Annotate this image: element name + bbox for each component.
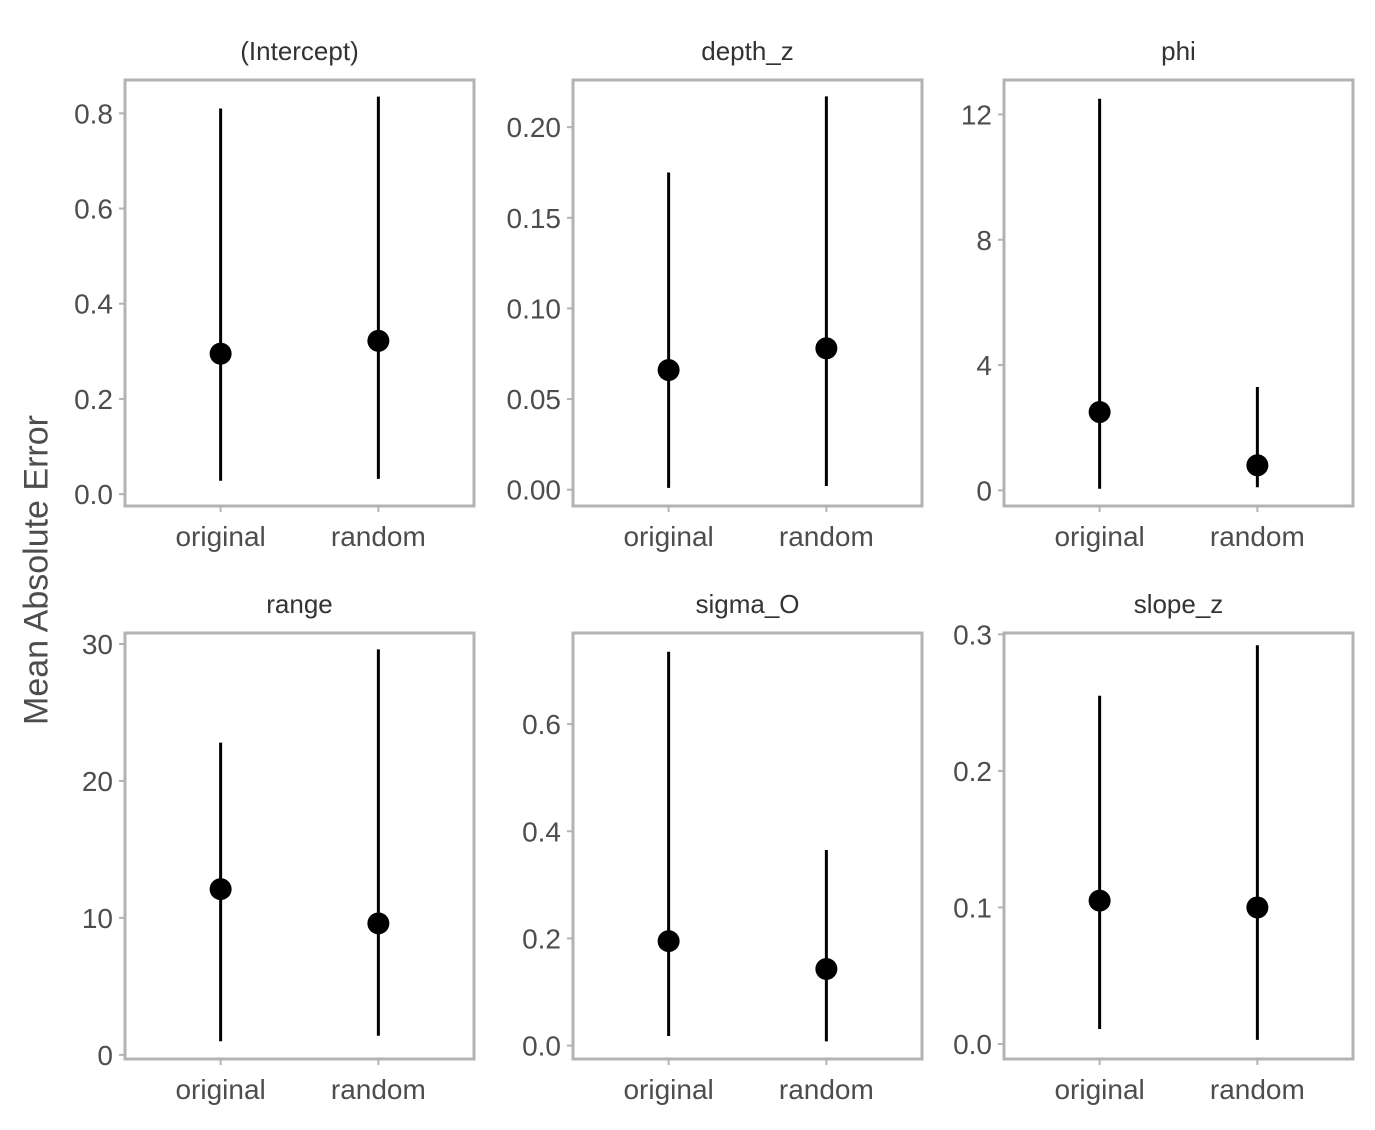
y-tick-label: 0.4 [522, 816, 561, 847]
data-point [1246, 454, 1269, 477]
y-tick-label: 0.1 [953, 892, 992, 923]
x-tick-label: original [1054, 521, 1144, 552]
data-point [1088, 889, 1111, 912]
panel-border [1002, 78, 1355, 508]
y-tick-label: 10 [82, 903, 113, 934]
y-tick-label: 0.6 [522, 709, 561, 740]
y-tick-label: 30 [82, 629, 113, 660]
y-tick-label: 0.2 [953, 756, 992, 787]
panel-title: range [266, 589, 333, 619]
panel-border [1002, 631, 1355, 1061]
y-tick-label: 0.10 [507, 293, 562, 324]
data-point [657, 930, 680, 953]
y-tick-label: 0.3 [953, 619, 992, 650]
y-tick-label: 0.0 [74, 479, 113, 510]
data-point [367, 912, 390, 935]
data-point [209, 878, 232, 901]
x-tick-label: original [175, 521, 265, 552]
y-tick-label: 0.6 [74, 194, 113, 225]
data-point [209, 342, 232, 365]
data-point [367, 329, 390, 352]
y-tick-label: 0.0 [522, 1031, 561, 1062]
panel-title: depth_z [701, 36, 794, 66]
x-tick-label: random [1210, 521, 1305, 552]
x-tick-label: original [623, 1074, 713, 1105]
x-tick-label: original [1054, 1074, 1144, 1105]
y-tick-label: 0.0 [953, 1029, 992, 1060]
x-tick-label: random [1210, 1074, 1305, 1105]
panel-border [571, 78, 924, 508]
x-tick-label: original [175, 1074, 265, 1105]
data-point [1088, 401, 1111, 424]
x-tick-label: original [623, 521, 713, 552]
y-tick-label: 0.2 [74, 384, 113, 415]
y-tick-label: 0.2 [522, 923, 561, 954]
data-point [657, 359, 680, 382]
x-tick-label: random [779, 1074, 874, 1105]
panel-title: sigma_O [695, 589, 799, 619]
data-point [815, 957, 838, 980]
y-tick-label: 4 [976, 350, 992, 381]
y-tick-label: 0.05 [507, 384, 562, 415]
y-tick-label: 12 [961, 99, 992, 130]
panel-title: (Intercept) [240, 36, 359, 66]
y-tick-label: 0.00 [507, 475, 562, 506]
panel-title: slope_z [1134, 589, 1224, 619]
y-tick-label: 0.15 [507, 203, 562, 234]
data-point [815, 337, 838, 360]
panel-border [571, 631, 924, 1061]
y-tick-label: 20 [82, 766, 113, 797]
panel-border [123, 631, 476, 1061]
x-tick-label: random [779, 521, 874, 552]
y-tick-label: 8 [976, 225, 992, 256]
x-tick-label: random [331, 1074, 426, 1105]
y-tick-label: 0.8 [74, 98, 113, 129]
panel-title: phi [1161, 36, 1196, 66]
x-tick-label: random [331, 521, 426, 552]
data-point [1246, 896, 1269, 919]
y-tick-label: 0.4 [74, 289, 113, 320]
y-tick-label: 0 [976, 475, 992, 506]
y-tick-label: 0 [97, 1040, 113, 1071]
y-tick-label: 0.20 [507, 112, 562, 143]
panel-border [123, 78, 476, 508]
y-axis-label: Mean Absolute Error [17, 415, 56, 725]
